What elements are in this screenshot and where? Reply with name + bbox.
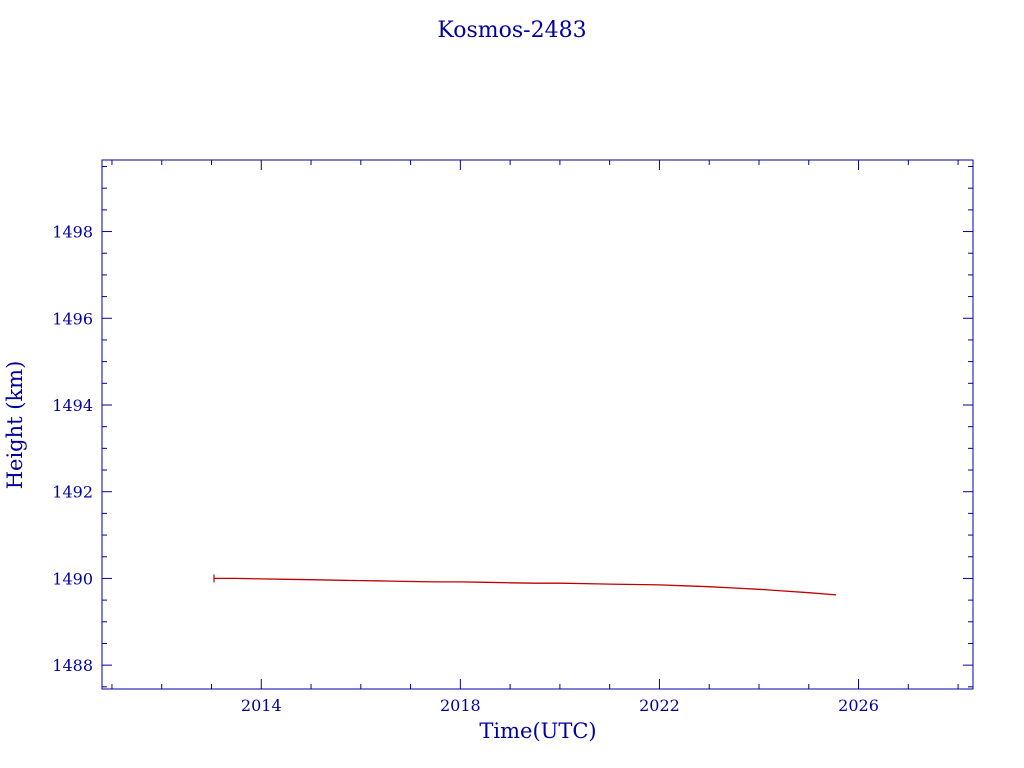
data-series [213, 574, 837, 596]
axis-ticks [102, 160, 973, 689]
x-tick-label: 2026 [838, 696, 879, 715]
y-axis-label: Height (km) [3, 361, 27, 490]
y-tick-label: 1498 [52, 223, 93, 242]
y-tick-label: 1488 [52, 656, 93, 675]
chart-title: Kosmos-2483 [437, 18, 586, 43]
y-tick-label: 1492 [52, 483, 93, 502]
y-tick-label: 1490 [52, 569, 93, 588]
axis-tick-labels: 2014 2018 2022 2026 1488 1490 1492 1494 1496 1498 [52, 223, 879, 715]
x-tick-label: 2014 [241, 696, 282, 715]
height-series-line [214, 577, 837, 596]
x-axis-label: Time(UTC) [479, 719, 596, 743]
x-tick-label: 2022 [639, 696, 680, 715]
x-tick-label: 2018 [440, 696, 481, 715]
plot-frame [101, 159, 974, 690]
y-tick-label: 1494 [52, 396, 93, 415]
y-tick-label: 1496 [52, 309, 93, 328]
